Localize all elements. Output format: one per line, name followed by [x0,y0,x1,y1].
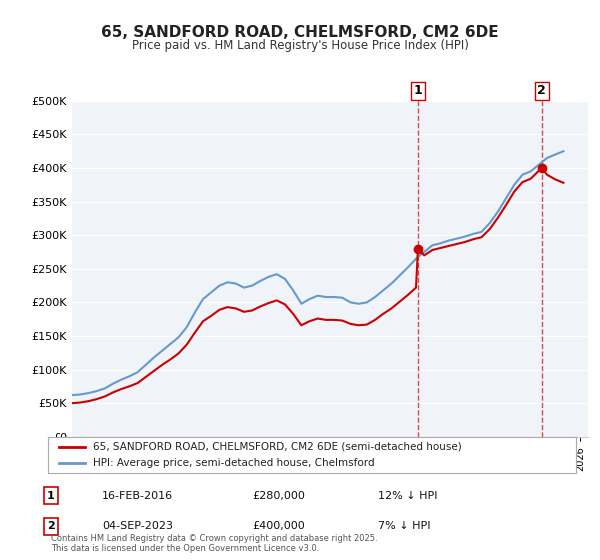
Text: 04-SEP-2023: 04-SEP-2023 [102,521,173,531]
Text: 7% ↓ HPI: 7% ↓ HPI [378,521,431,531]
Text: £280,000: £280,000 [252,491,305,501]
Text: 65, SANDFORD ROAD, CHELMSFORD, CM2 6DE (semi-detached house): 65, SANDFORD ROAD, CHELMSFORD, CM2 6DE (… [93,442,461,452]
Text: Price paid vs. HM Land Registry's House Price Index (HPI): Price paid vs. HM Land Registry's House … [131,39,469,52]
Text: 1: 1 [413,85,422,97]
Text: 2: 2 [537,85,546,97]
Text: 12% ↓ HPI: 12% ↓ HPI [378,491,437,501]
Text: £400,000: £400,000 [252,521,305,531]
Text: 1: 1 [47,491,55,501]
Text: 16-FEB-2016: 16-FEB-2016 [102,491,173,501]
Text: HPI: Average price, semi-detached house, Chelmsford: HPI: Average price, semi-detached house,… [93,458,374,468]
Text: 2: 2 [47,521,55,531]
Text: 65, SANDFORD ROAD, CHELMSFORD, CM2 6DE: 65, SANDFORD ROAD, CHELMSFORD, CM2 6DE [101,25,499,40]
Text: Contains HM Land Registry data © Crown copyright and database right 2025.
This d: Contains HM Land Registry data © Crown c… [51,534,377,553]
